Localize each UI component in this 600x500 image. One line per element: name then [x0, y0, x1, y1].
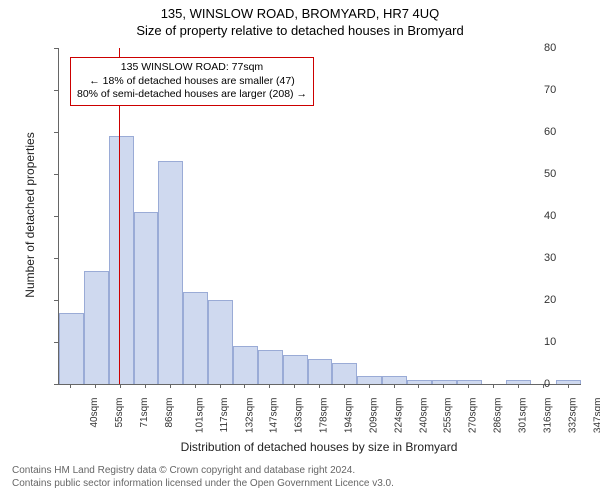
y-tick-mark	[54, 132, 58, 133]
x-tick-label: 347sqm	[592, 398, 600, 434]
histogram-bar	[332, 363, 357, 384]
x-tick-label: 163sqm	[294, 398, 305, 434]
annotation-line: ← 18% of detached houses are smaller (47…	[77, 75, 307, 89]
y-tick-label: 70	[544, 84, 596, 96]
annotation-line: 135 WINSLOW ROAD: 77sqm	[77, 61, 307, 75]
histogram-bar	[506, 380, 531, 384]
histogram-bar	[308, 359, 333, 384]
x-tick-mark	[170, 384, 171, 388]
y-tick-label: 50	[544, 168, 596, 180]
x-tick-label: 286sqm	[493, 398, 504, 434]
histogram-bar	[59, 313, 84, 384]
x-tick-label: 117sqm	[219, 398, 230, 433]
x-tick-label: 301sqm	[518, 398, 529, 434]
x-tick-label: 147sqm	[269, 398, 280, 434]
y-tick-mark	[54, 384, 58, 385]
x-tick-mark	[369, 384, 370, 388]
y-tick-mark	[54, 300, 58, 301]
x-tick-mark	[319, 384, 320, 388]
y-tick-label: 40	[544, 210, 596, 222]
footer-attribution: Contains HM Land Registry data © Crown c…	[12, 464, 394, 490]
y-tick-mark	[54, 342, 58, 343]
x-tick-mark	[468, 384, 469, 388]
x-tick-mark	[443, 384, 444, 388]
x-tick-mark	[195, 384, 196, 388]
x-tick-mark	[394, 384, 395, 388]
x-axis-label: Distribution of detached houses by size …	[58, 440, 580, 454]
x-tick-label: 132sqm	[244, 398, 255, 434]
page-title: 135, WINSLOW ROAD, BROMYARD, HR7 4UQ	[0, 0, 600, 21]
x-tick-label: 255sqm	[443, 398, 454, 434]
x-tick-label: 270sqm	[468, 398, 479, 434]
x-tick-mark	[70, 384, 71, 388]
x-tick-label: 194sqm	[344, 398, 355, 434]
y-tick-label: 80	[544, 42, 596, 54]
histogram-bar	[158, 161, 183, 384]
x-tick-mark	[344, 384, 345, 388]
x-tick-label: 224sqm	[393, 398, 404, 434]
y-tick-mark	[54, 258, 58, 259]
footer-line-1: Contains HM Land Registry data © Crown c…	[12, 464, 394, 477]
footer-line-2: Contains public sector information licen…	[12, 477, 394, 490]
histogram-bar	[208, 300, 233, 384]
x-tick-label: 178sqm	[319, 398, 330, 434]
x-tick-mark	[95, 384, 96, 388]
y-tick-mark	[54, 216, 58, 217]
histogram-bar	[407, 380, 432, 384]
x-tick-label: 316sqm	[542, 398, 553, 434]
x-tick-mark	[518, 384, 519, 388]
histogram-bar	[84, 271, 109, 384]
x-tick-label: 40sqm	[89, 398, 100, 428]
x-tick-label: 71sqm	[139, 398, 150, 428]
x-tick-mark	[294, 384, 295, 388]
y-axis-label: Number of detached properties	[23, 115, 37, 315]
histogram-bar	[357, 376, 382, 384]
histogram-bar	[233, 346, 258, 384]
x-tick-mark	[269, 384, 270, 388]
page-subtitle: Size of property relative to detached ho…	[0, 21, 600, 38]
annotation-line: 80% of semi-detached houses are larger (…	[77, 88, 307, 102]
x-tick-label: 332sqm	[567, 398, 578, 434]
y-tick-label: 20	[544, 294, 596, 306]
x-tick-mark	[220, 384, 221, 388]
histogram-bar	[109, 136, 134, 384]
y-tick-mark	[54, 174, 58, 175]
x-tick-label: 55sqm	[114, 398, 125, 428]
y-tick-label: 60	[544, 126, 596, 138]
x-tick-mark	[493, 384, 494, 388]
histogram-bar	[382, 376, 407, 384]
x-tick-mark	[145, 384, 146, 388]
x-tick-label: 209sqm	[368, 398, 379, 434]
y-tick-mark	[54, 90, 58, 91]
x-tick-mark	[120, 384, 121, 388]
y-tick-label: 10	[544, 336, 596, 348]
histogram-bar	[134, 212, 159, 384]
y-tick-mark	[54, 48, 58, 49]
x-tick-label: 86sqm	[164, 398, 175, 428]
y-tick-label: 0	[544, 378, 596, 390]
x-tick-mark	[418, 384, 419, 388]
x-tick-mark	[543, 384, 544, 388]
x-tick-label: 101sqm	[194, 398, 205, 434]
histogram-bar	[258, 350, 283, 384]
y-tick-label: 30	[544, 252, 596, 264]
x-tick-label: 240sqm	[418, 398, 429, 434]
annotation-box: 135 WINSLOW ROAD: 77sqm← 18% of detached…	[70, 57, 314, 106]
histogram-bar	[283, 355, 308, 384]
x-tick-mark	[244, 384, 245, 388]
histogram-bar	[183, 292, 208, 384]
x-tick-mark	[568, 384, 569, 388]
